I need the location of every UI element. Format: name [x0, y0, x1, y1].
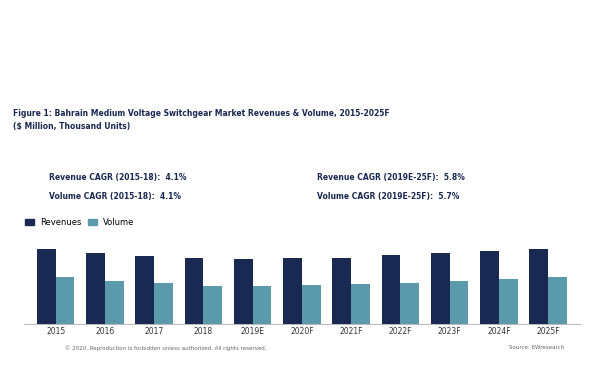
Bar — [154, 283, 173, 324]
Text: Volume CAGR (2015-18):  4.1%: Volume CAGR (2015-18): 4.1% — [49, 192, 181, 201]
Text: Bahrain Medium Voltage Switchgear Market
Overview: Bahrain Medium Voltage Switchgear Market… — [13, 24, 378, 59]
Text: 6W: 6W — [518, 18, 553, 37]
Bar — [56, 277, 75, 324]
Bar — [351, 284, 370, 324]
Bar — [450, 281, 468, 324]
Bar — [136, 256, 154, 324]
Bar — [185, 258, 204, 324]
Text: Revenue CAGR (2019E-25F):  5.8%: Revenue CAGR (2019E-25F): 5.8% — [317, 173, 465, 182]
Text: Source: 6Wresearch: Source: 6Wresearch — [509, 345, 564, 350]
Bar — [499, 279, 517, 324]
Bar — [548, 277, 567, 324]
Legend: Revenues, Volume: Revenues, Volume — [22, 215, 138, 230]
Bar — [253, 286, 271, 324]
Bar — [37, 249, 56, 324]
Text: research: research — [549, 27, 583, 36]
Text: Figure 1: Bahrain Medium Voltage Switchgear Market Revenues & Volume, 2015-2025F: Figure 1: Bahrain Medium Voltage Switchg… — [13, 109, 390, 131]
Bar — [234, 259, 253, 324]
Bar — [302, 285, 321, 324]
Bar — [333, 258, 351, 324]
Text: Revenue CAGR (2015-18):  4.1%: Revenue CAGR (2015-18): 4.1% — [49, 173, 186, 182]
Bar — [382, 255, 400, 324]
Bar — [480, 251, 499, 324]
Bar — [529, 249, 548, 324]
Bar — [204, 286, 222, 324]
Bar — [283, 258, 302, 324]
Text: © 2020. Reproduction is forbidden unless authorized. All rights reserved.: © 2020. Reproduction is forbidden unless… — [65, 345, 266, 351]
Bar — [86, 253, 105, 324]
Text: Volume CAGR (2019E-25F):  5.7%: Volume CAGR (2019E-25F): 5.7% — [317, 192, 459, 201]
Bar — [105, 281, 124, 324]
Bar — [431, 253, 450, 324]
Bar — [400, 283, 419, 324]
